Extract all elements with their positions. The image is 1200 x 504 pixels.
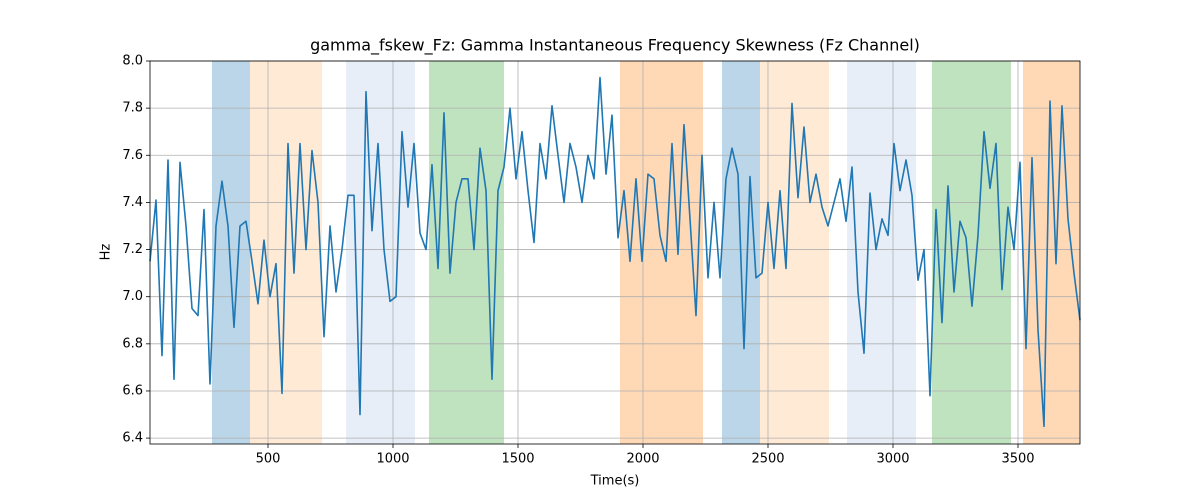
y-axis-label: Hz: [99, 244, 114, 261]
y-tick-label: 6.6: [122, 383, 143, 398]
y-tick-label: 7.0: [122, 289, 143, 304]
shaded-span: [212, 61, 250, 444]
x-tick-label: 2000: [626, 452, 659, 467]
x-tick-label: 1000: [376, 452, 409, 467]
chart-title: gamma_fskew_Fz: Gamma Instantaneous Freq…: [310, 36, 920, 56]
x-tick-label: 1500: [501, 452, 534, 467]
x-tick-label: 500: [256, 452, 281, 467]
shaded-span: [620, 61, 703, 444]
y-tick-label: 8.0: [122, 54, 143, 69]
x-tick-label: 3000: [876, 452, 909, 467]
x-axis-label: Time(s): [590, 474, 640, 489]
shaded-span: [346, 61, 415, 444]
shaded-span: [847, 61, 916, 444]
y-tick-label: 7.2: [122, 242, 143, 257]
y-tick-label: 7.8: [122, 101, 143, 116]
shaded-span: [932, 61, 1011, 444]
y-tick-label: 7.6: [122, 148, 143, 163]
data-line: [149, 76, 1081, 428]
plot-frame: [149, 60, 1081, 445]
x-tick-label: 3500: [1001, 452, 1034, 467]
y-tick-label: 7.4: [122, 195, 143, 210]
shaded-span: [429, 61, 504, 444]
y-tick-label: 6.8: [122, 336, 143, 351]
y-tick-label: 6.4: [122, 431, 143, 446]
x-tick-label: 2500: [751, 452, 784, 467]
shaded-span: [760, 61, 829, 444]
